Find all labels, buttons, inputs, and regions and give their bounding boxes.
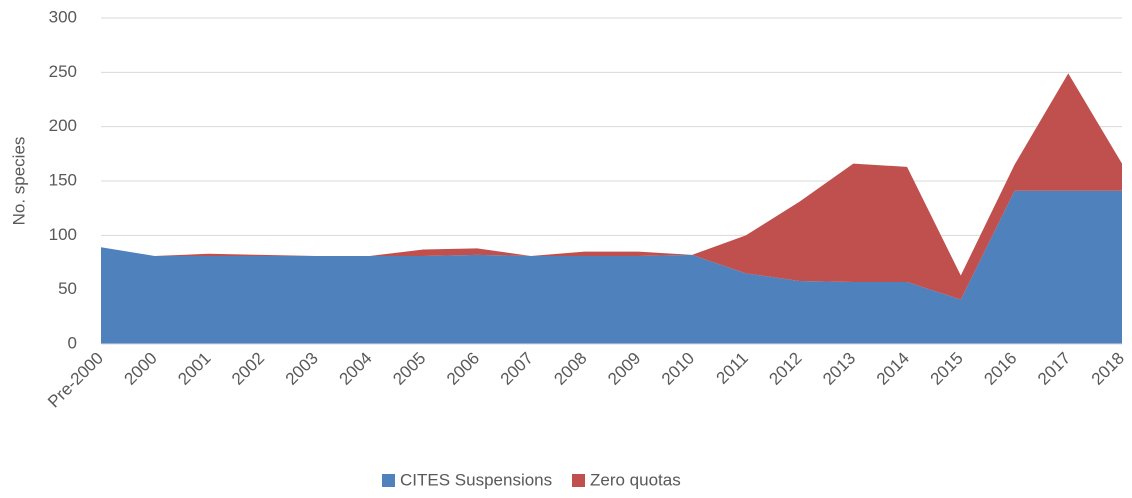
area <box>101 190 1122 344</box>
x-tick-label: 2018 <box>1088 349 1128 389</box>
legend-swatch <box>382 474 395 487</box>
x-tick-label: 2016 <box>980 349 1020 389</box>
y-tick-label: 300 <box>49 7 77 26</box>
y-tick-label: 0 <box>68 333 77 352</box>
y-tick-label: 150 <box>49 170 77 189</box>
legend-label: CITES Suspensions <box>400 470 552 489</box>
legend-label: Zero quotas <box>590 470 681 489</box>
y-tick-label: 250 <box>49 62 77 81</box>
y-tick-label: 100 <box>49 225 77 244</box>
x-tick-label: 2014 <box>873 349 913 389</box>
x-tick-label: 2002 <box>228 349 268 389</box>
x-tick-label: 2000 <box>121 349 161 389</box>
x-tick-label: 2001 <box>174 349 214 389</box>
x-tick-label: 2015 <box>927 349 967 389</box>
x-tick-label: 2017 <box>1034 349 1074 389</box>
x-tick-label: 2013 <box>819 349 859 389</box>
x-tick-label: 2009 <box>604 349 644 389</box>
area <box>101 73 1122 300</box>
y-tick-label: 50 <box>58 279 77 298</box>
legend-swatch <box>572 474 585 487</box>
y-axis-label: No. species <box>9 137 28 226</box>
x-tick-label: 2004 <box>336 349 376 389</box>
x-tick-label: 2010 <box>658 349 698 389</box>
x-tick-label: Pre-2000 <box>44 349 107 412</box>
x-tick-label: 2003 <box>282 349 322 389</box>
x-tick-label: 2008 <box>550 349 590 389</box>
x-tick-label: 2006 <box>443 349 483 389</box>
x-tick-label: 2005 <box>389 349 429 389</box>
y-tick-label: 200 <box>49 116 77 135</box>
x-tick-label: 2012 <box>765 349 805 389</box>
x-tick-label: 2011 <box>713 349 752 388</box>
x-tick-label: 2007 <box>497 349 537 389</box>
